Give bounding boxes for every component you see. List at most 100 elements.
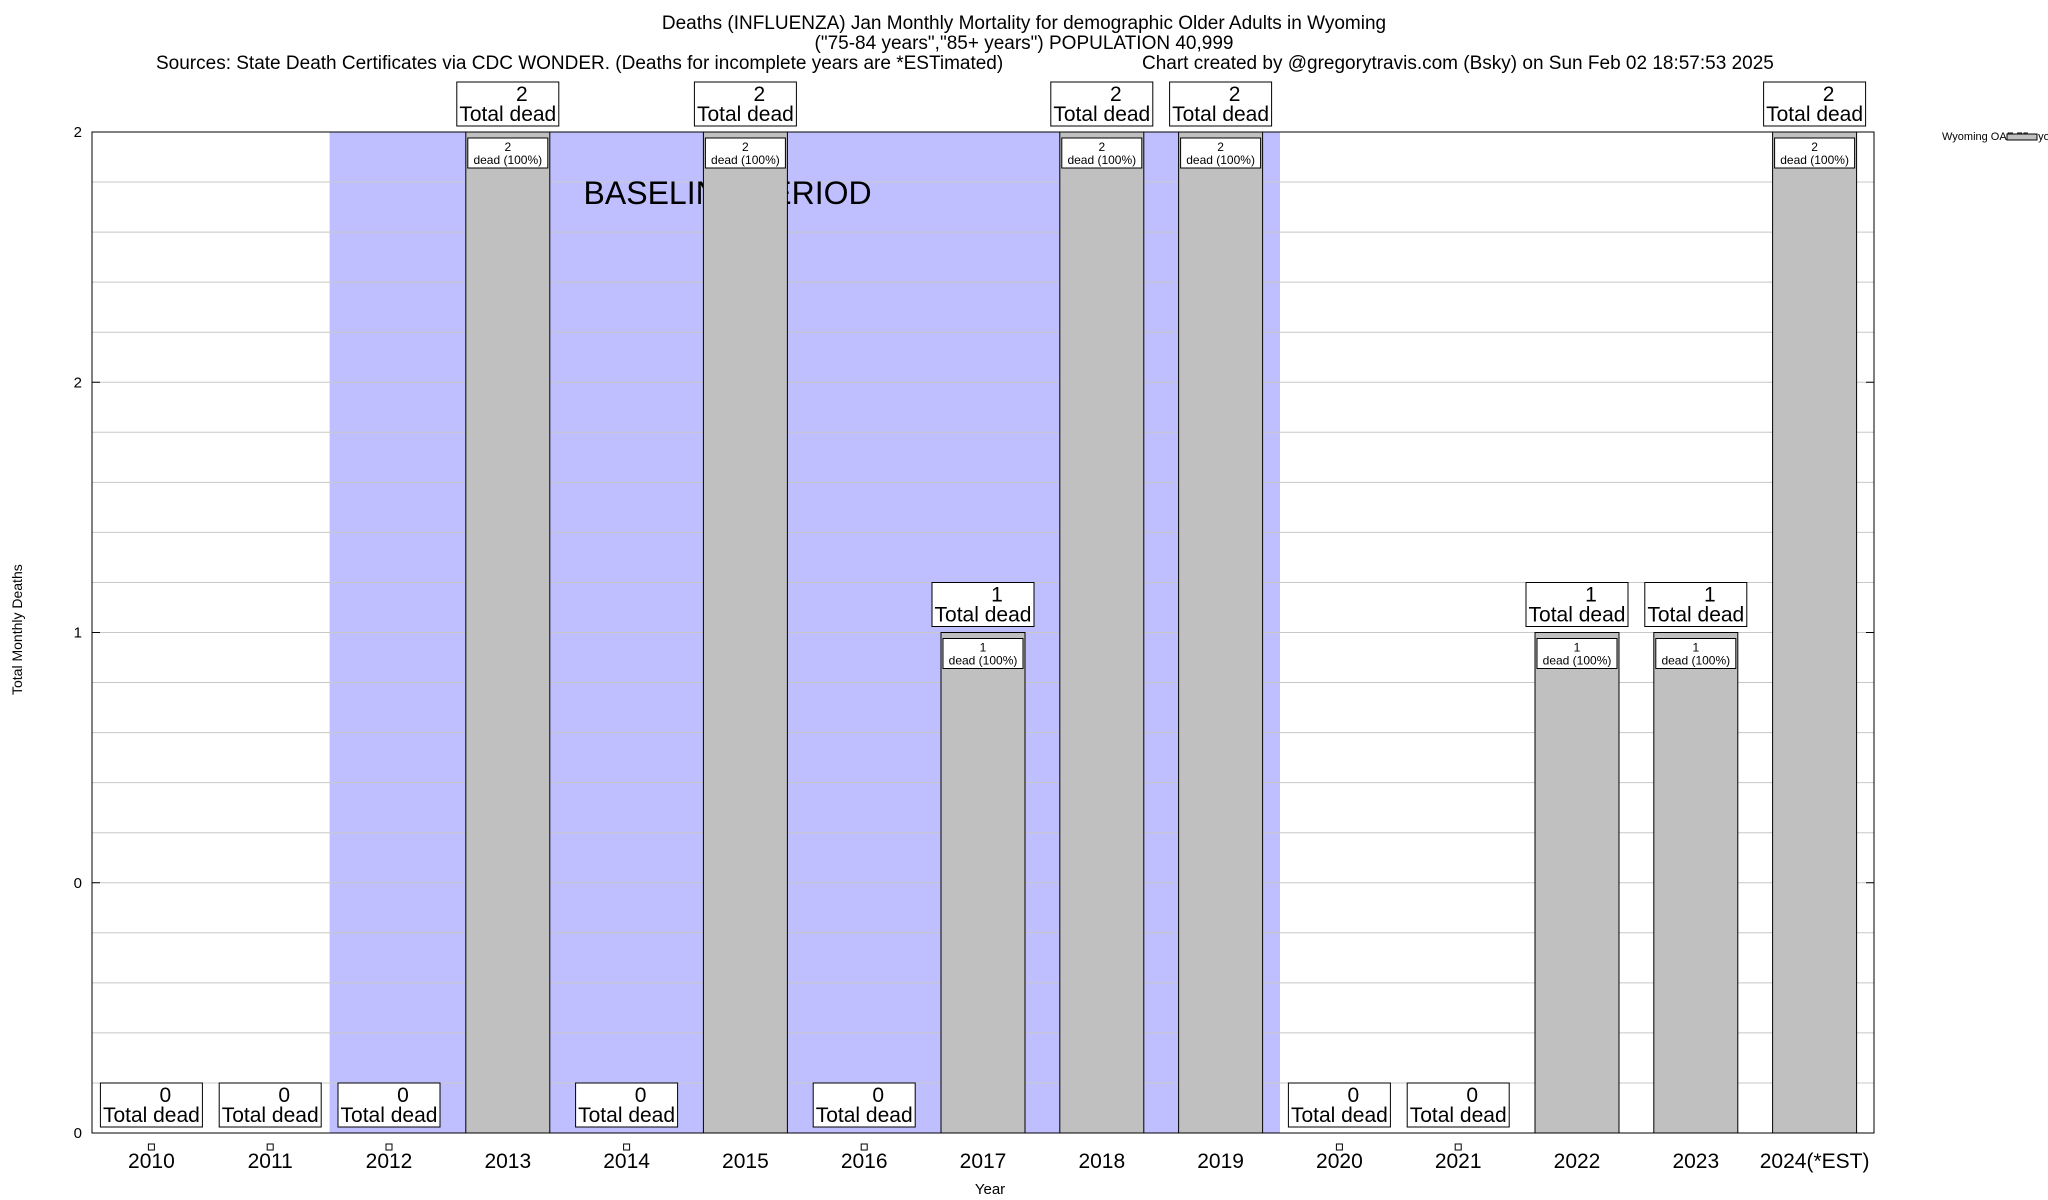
zero-marker: [623, 1143, 631, 1151]
total-dead-label: Total dead: [1291, 1104, 1388, 1127]
total-count-label: 1: [991, 584, 1003, 607]
total-label-box: [812, 1082, 916, 1128]
bar-inner-label-box: [1774, 137, 1856, 169]
bar-inner-label: dead (100%): [711, 153, 780, 167]
total-count-label: 0: [160, 1084, 172, 1107]
x-tick-label: 2023: [1672, 1150, 1719, 1173]
total-count-label: 0: [635, 1084, 647, 1107]
total-dead-label: Total dead: [935, 604, 1032, 627]
bar-inner-label: dead (100%): [1067, 153, 1136, 167]
chart-title-line1: Deaths (INFLUENZA) Jan Monthly Mortality…: [661, 13, 1387, 34]
x-tick-label: 2015: [722, 1150, 769, 1173]
total-dead-label: Total dead: [1172, 103, 1269, 126]
zero-marker: [266, 1143, 274, 1151]
bar: [1653, 632, 1739, 1134]
total-label-box: [1525, 582, 1629, 627]
y-tick-label: 0: [74, 1125, 82, 1142]
total-count-label: 1: [1585, 584, 1597, 607]
total-label-box: [1169, 81, 1273, 127]
x-tick-label: 2011: [248, 1150, 293, 1173]
total-label-box: [456, 81, 560, 127]
total-dead-label: Total dead: [1410, 1104, 1507, 1127]
total-count-label: 2: [516, 83, 528, 106]
x-tick-label: 2013: [484, 1150, 531, 1173]
total-label-box: [1763, 81, 1867, 127]
zero-marker: [1454, 1143, 1462, 1151]
total-dead-label: Total dead: [222, 1104, 319, 1127]
x-tick-label: 2024(*EST): [1760, 1150, 1870, 1173]
bar-inner-label: dead (100%): [1661, 654, 1730, 668]
bar-inner-label: dead (100%): [1543, 654, 1612, 668]
bar-inner-label-box: [704, 137, 786, 169]
zero-marker: [860, 1143, 868, 1151]
x-tick-label: 2014: [603, 1150, 650, 1173]
total-count-label: 2: [1110, 83, 1122, 106]
bar-inner-label: dead (100%): [473, 153, 542, 167]
x-tick-label: 2012: [366, 1150, 413, 1173]
total-count-label: 0: [278, 1084, 290, 1107]
bar-inner-count: 1: [1692, 641, 1699, 655]
total-label-box: [575, 1082, 679, 1128]
x-tick-label: 2010: [128, 1150, 175, 1173]
total-dead-label: Total dead: [816, 1104, 913, 1127]
bar-inner-label: dead (100%): [1780, 153, 1849, 167]
x-tick-label: 2016: [841, 1150, 888, 1173]
total-label-box: [931, 582, 1035, 627]
total-label-box: [1644, 582, 1748, 627]
bar-inner-count: 2: [1811, 140, 1818, 154]
total-dead-label: Total dead: [578, 1104, 675, 1127]
bar-inner-label-box: [1536, 638, 1618, 669]
total-dead-label: Total dead: [1529, 604, 1626, 627]
y-tick-label: 1: [74, 625, 82, 642]
total-label-box: [1406, 1082, 1510, 1128]
total-count-label: 0: [872, 1084, 884, 1107]
total-dead-label: Total dead: [1053, 103, 1150, 126]
bar: [465, 131, 551, 1134]
total-label-box: [1287, 1082, 1391, 1128]
total-count-label: 0: [1348, 1084, 1360, 1107]
total-label-box: [693, 81, 797, 127]
zero-marker: [385, 1143, 393, 1151]
x-tick-label: 2022: [1554, 1150, 1601, 1173]
zero-marker: [1335, 1143, 1343, 1151]
total-count-label: 2: [1229, 83, 1241, 106]
total-count-label: 0: [1466, 1084, 1478, 1107]
total-count-label: 2: [754, 83, 766, 106]
total-dead-label: Total dead: [103, 1104, 200, 1127]
y-tick-label: 2: [74, 374, 82, 391]
bar-inner-count: 2: [742, 140, 749, 154]
bar-inner-count: 2: [504, 140, 511, 154]
total-label-box: [1050, 81, 1154, 127]
bar-inner-label-box: [942, 638, 1024, 669]
bar-inner-count: 1: [1574, 641, 1581, 655]
bar: [1178, 131, 1264, 1134]
total-count-label: 1: [1704, 584, 1716, 607]
total-label-box: [218, 1082, 322, 1128]
bar-inner-label-box: [467, 137, 549, 169]
bar-inner-count: 2: [1217, 140, 1224, 154]
total-label-box: [337, 1082, 441, 1128]
bar: [940, 632, 1026, 1134]
bar-inner-label-box: [1180, 137, 1262, 169]
x-tick-label: 2018: [1078, 1150, 1125, 1173]
total-label-box: [99, 1082, 203, 1128]
chart-source-note: Sources: State Death Certificates via CD…: [156, 53, 1004, 74]
total-dead-label: Total dead: [697, 103, 794, 126]
zero-marker: [147, 1143, 155, 1151]
total-dead-label: Total dead: [1766, 103, 1863, 126]
bar: [1534, 632, 1620, 1134]
chart-title-line2: ("75-84 years","85+ years") POPULATION 4…: [814, 33, 1234, 54]
bar: [1059, 131, 1145, 1134]
bar-inner-count: 2: [1098, 140, 1105, 154]
bar-inner-label-box: [1655, 638, 1737, 669]
bar-inner-label-box: [1061, 137, 1143, 169]
total-dead-label: Total dead: [459, 103, 556, 126]
bar-inner-label: dead (100%): [949, 654, 1018, 668]
y-tick-label: 2: [74, 124, 82, 141]
total-dead-label: Total dead: [1647, 604, 1744, 627]
x-tick-label: 2019: [1197, 1150, 1244, 1173]
total-count-label: 0: [397, 1084, 409, 1107]
bar: [702, 131, 788, 1134]
bar: [1772, 131, 1858, 1134]
